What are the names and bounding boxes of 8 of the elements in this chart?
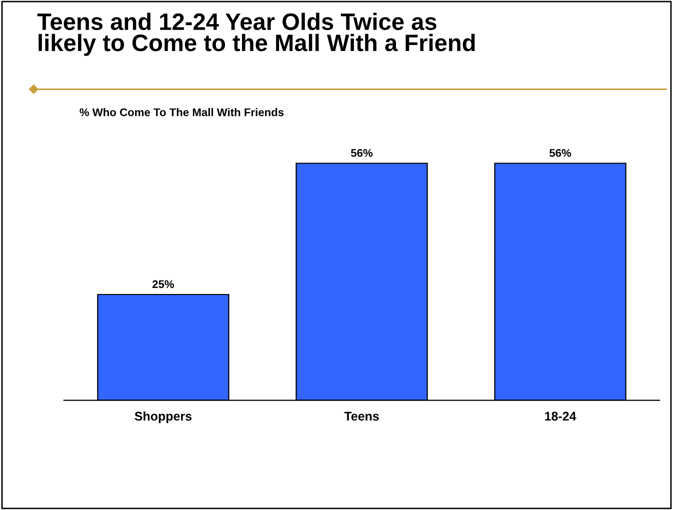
x-tick-label: 18-24 bbox=[545, 412, 576, 421]
data-label: 56% bbox=[549, 149, 572, 157]
chart-subtitle: % Who Come To The Mall With Friends bbox=[80, 108, 284, 116]
chart-title: Teens and 12-24 Year Olds Twice as likely to Come to the Mall With a Friend bbox=[37, 12, 475, 56]
x-tick-label: Shoppers bbox=[134, 411, 192, 424]
x-tick-label: Teens bbox=[344, 412, 379, 421]
data-label: 56% bbox=[350, 149, 373, 157]
data-label: 25% bbox=[152, 280, 174, 288]
